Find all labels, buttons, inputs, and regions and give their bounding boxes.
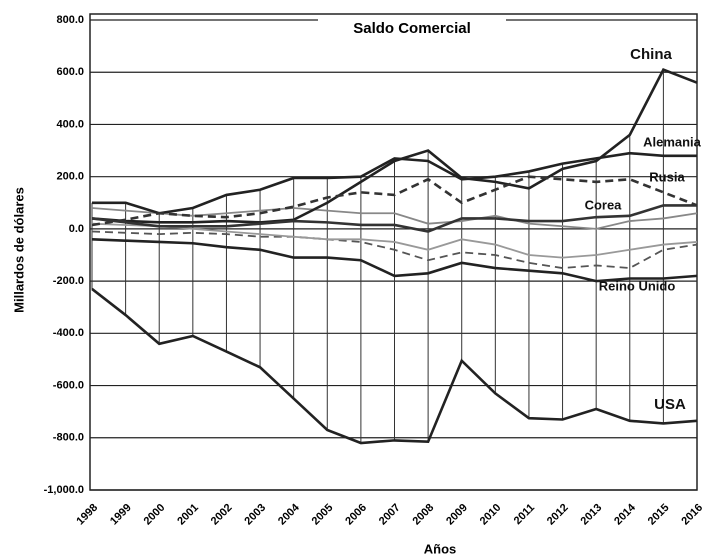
y-tick-label: -1,000.0 <box>44 484 84 496</box>
y-tick-label: -400.0 <box>53 327 84 339</box>
y-tick-label: -800.0 <box>53 432 84 444</box>
x-tick-label: 2006 <box>343 502 369 528</box>
series-line <box>91 67 698 224</box>
series-label: China <box>630 46 672 63</box>
series-line <box>92 151 697 215</box>
x-tick-label: 2001 <box>175 502 201 528</box>
y-tick-label: -600.0 <box>53 379 84 391</box>
x-tick-label: 2009 <box>444 502 470 528</box>
series-label: USA <box>654 396 686 413</box>
series-line <box>91 238 698 283</box>
y-tick-label: -200.0 <box>53 275 84 287</box>
x-tick-label: 2003 <box>242 502 268 528</box>
x-tick-label: 2013 <box>579 502 605 528</box>
x-tick-label: 2015 <box>646 502 672 528</box>
x-tick-label: 2012 <box>545 502 571 528</box>
y-tick-label: 200.0 <box>56 171 84 183</box>
series-line <box>91 287 698 445</box>
series-label: Reino Unido <box>599 278 676 293</box>
y-tick-label: 800.0 <box>56 14 84 26</box>
series-line <box>91 207 698 230</box>
y-tick-label: 600.0 <box>56 66 84 78</box>
x-tick-label: 1999 <box>108 502 134 528</box>
x-tick-label: 2004 <box>276 501 302 527</box>
x-tick-label: 2005 <box>310 502 336 528</box>
x-tick-label: 2011 <box>512 502 537 527</box>
x-tick-label: 1998 <box>74 502 100 528</box>
x-tick-label: 2014 <box>612 501 638 527</box>
series-line <box>91 222 698 259</box>
series-label: Alemania <box>643 134 702 149</box>
x-tick-label: 2016 <box>679 502 705 528</box>
x-tick-label: 2007 <box>377 502 403 528</box>
series-line <box>91 204 697 233</box>
y-tick-label: 400.0 <box>56 118 84 130</box>
x-axis-label: Años <box>424 541 457 556</box>
y-tick-label: 0.0 <box>69 223 84 235</box>
x-tick-label: 2010 <box>478 502 504 528</box>
series-label: Corea <box>585 197 623 212</box>
x-tick-label: 2002 <box>209 502 235 528</box>
series-line <box>91 230 698 269</box>
y-axis-label: Millardos de dólares <box>11 187 26 313</box>
series-line <box>91 175 698 227</box>
series-label: Rusia <box>649 169 685 184</box>
x-tick-label: 2000 <box>142 502 168 528</box>
title-box <box>318 16 506 42</box>
x-tick-label: 2008 <box>410 502 436 528</box>
chart-title: Saldo Comercial <box>353 20 471 37</box>
plot-area <box>89 13 698 491</box>
